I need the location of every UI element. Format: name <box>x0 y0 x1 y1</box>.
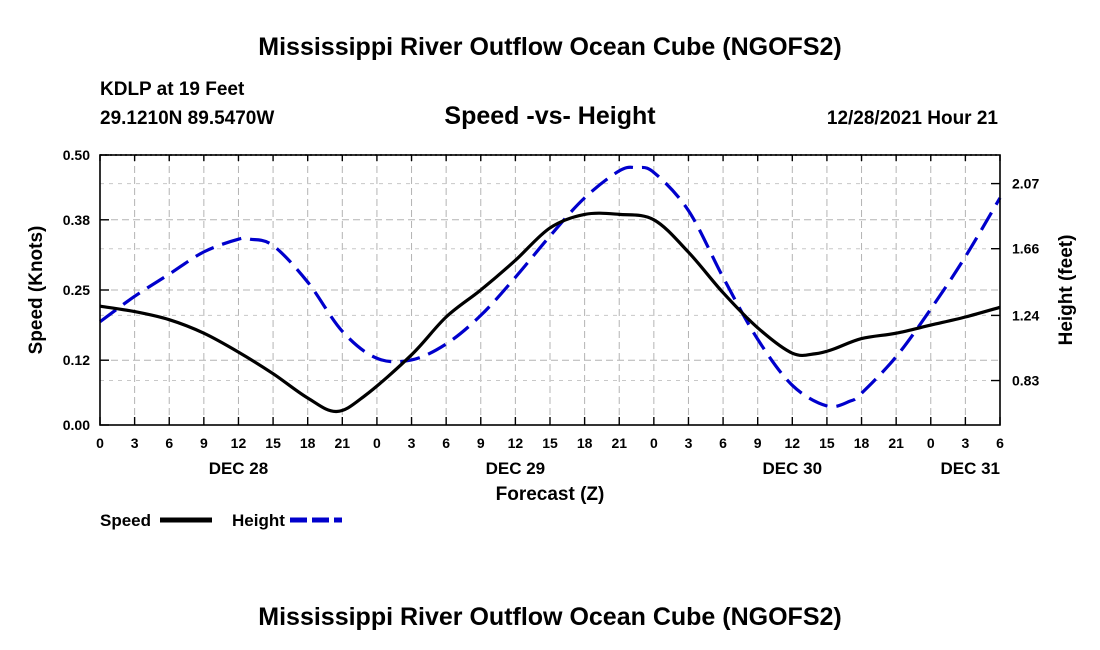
x-tick-label: 3 <box>961 435 969 451</box>
chart-subtitle: Speed -vs- Height <box>444 102 656 130</box>
date-label: DEC 31 <box>940 459 1000 478</box>
gridlines <box>100 154 1000 425</box>
x-tick-label: 9 <box>200 435 208 451</box>
y-tick-right-label: 1.24 <box>1012 307 1039 323</box>
date-labels: DEC 28 DEC 29 DEC 30 DEC 31 <box>209 459 1000 478</box>
plot-frame <box>99 154 1001 426</box>
date-label: DEC 28 <box>209 459 269 478</box>
y-ticks-right: 0.83 1.24 1.66 2.07 <box>991 176 1039 389</box>
legend-label-speed: Speed <box>100 511 151 530</box>
x-tick-label: 15 <box>265 435 281 451</box>
y-tick-right-label: 0.83 <box>1012 373 1039 389</box>
x-tick-label: 15 <box>819 435 835 451</box>
x-tick-label: 0 <box>927 435 935 451</box>
x-tick-label: 12 <box>508 435 524 451</box>
x-tick-label: 0 <box>373 435 381 451</box>
legend: Speed Height <box>100 511 342 530</box>
y-ticks-left: 0.00 0.12 0.25 0.38 0.50 <box>63 147 109 433</box>
x-tick-label: 6 <box>719 435 727 451</box>
x-tick-label: 18 <box>577 435 593 451</box>
x-tick-label: 12 <box>785 435 801 451</box>
height-series-line <box>99 165 1002 409</box>
y-tick-left-label: 0.50 <box>63 147 90 163</box>
x-tick-label: 0 <box>650 435 658 451</box>
y-tick-left-label: 0.25 <box>63 282 90 298</box>
y-tick-right-label: 1.66 <box>1012 241 1039 257</box>
x-tick-label: 3 <box>131 435 139 451</box>
x-tick-label: 18 <box>854 435 870 451</box>
timestamp-label: 12/28/2021 Hour 21 <box>827 108 999 129</box>
x-tick-label: 6 <box>165 435 173 451</box>
x-tick-label: 21 <box>888 435 904 451</box>
x-axis-title: Forecast (Z) <box>496 484 605 505</box>
chart-title: Mississippi River Outflow Ocean Cube (NG… <box>258 33 841 61</box>
station-label: KDLP at 19 Feet <box>100 79 245 100</box>
y-tick-right-label: 2.07 <box>1012 176 1039 192</box>
y-tick-left-label: 0.38 <box>63 212 90 228</box>
x-tick-label: 0 <box>96 435 104 451</box>
x-tick-label: 9 <box>754 435 762 451</box>
x-tick-label: 12 <box>231 435 247 451</box>
x-ticks: 0 3 6 9 12 15 18 21 0 3 6 9 12 15 18 21 0 3 6 9 12 15 18 21 0 3 6 <box>96 155 1004 451</box>
y-axis-right-title: Height (feet) <box>1056 235 1077 346</box>
x-tick-label: 6 <box>442 435 450 451</box>
date-label: DEC 30 <box>763 459 823 478</box>
x-tick-label: 9 <box>477 435 485 451</box>
x-tick-label: 6 <box>996 435 1004 451</box>
legend-label-height: Height <box>232 511 285 530</box>
footer-title: Mississippi River Outflow Ocean Cube (NG… <box>258 603 841 631</box>
x-tick-label: 15 <box>542 435 558 451</box>
date-label: DEC 29 <box>486 459 546 478</box>
y-axis-left-title: Speed (Knots) <box>26 226 47 355</box>
x-tick-label: 21 <box>611 435 627 451</box>
y-tick-left-label: 0.12 <box>63 352 90 368</box>
speed-series-line <box>99 211 1001 414</box>
location-label: 29.1210N 89.5470W <box>100 108 274 129</box>
y-tick-left-label: 0.00 <box>63 417 90 433</box>
x-tick-label: 3 <box>408 435 416 451</box>
x-tick-label: 3 <box>685 435 693 451</box>
x-tick-label: 18 <box>300 435 316 451</box>
x-tick-label: 21 <box>335 435 351 451</box>
